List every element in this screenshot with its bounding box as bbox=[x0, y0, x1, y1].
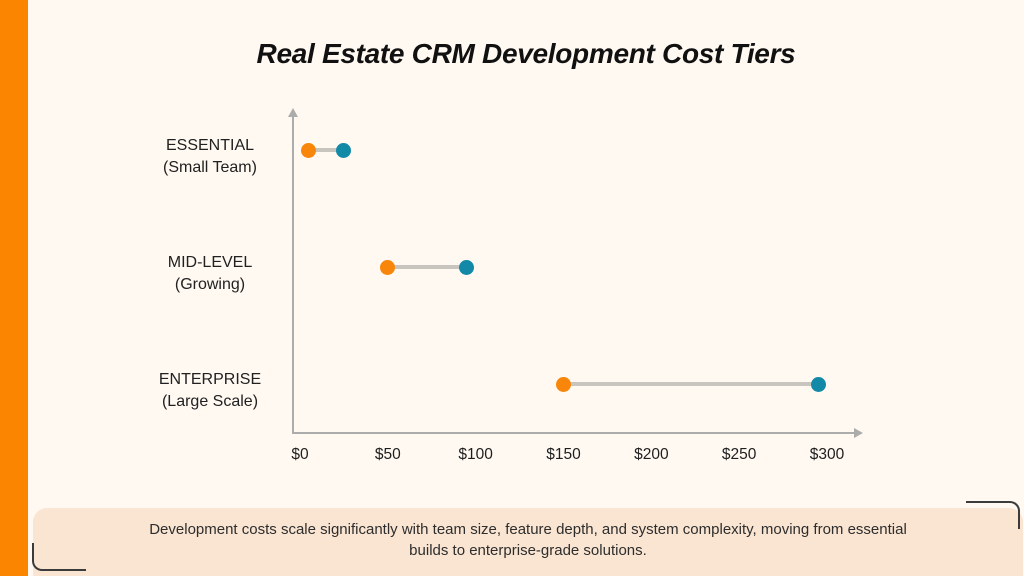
low-cost-dot bbox=[556, 376, 571, 392]
x-axis-tick-label: $150 bbox=[546, 446, 581, 463]
x-axis-tick-label: $50 bbox=[374, 446, 401, 463]
caption-corner-top-right-icon bbox=[966, 501, 1020, 529]
high-cost-dot bbox=[336, 142, 352, 158]
x-axis-tick-label: $200 bbox=[634, 446, 669, 463]
caption-box: Development costs scale significantly wi… bbox=[33, 508, 1023, 576]
x-axis-tick-label: $0 bbox=[291, 446, 309, 463]
x-axis-line bbox=[292, 432, 854, 434]
y-axis-arrow-icon bbox=[288, 108, 298, 117]
range-connector-line bbox=[563, 382, 819, 386]
x-axis-arrow-icon bbox=[854, 428, 863, 438]
x-axis-tick-label: $250 bbox=[721, 446, 757, 463]
low-cost-dot bbox=[301, 142, 317, 158]
category-label: ENTERPRISE (Large Scale) bbox=[130, 369, 290, 413]
category-tier-subtitle: (Growing) bbox=[174, 276, 246, 293]
caption-text: Development costs scale significantly wi… bbox=[149, 521, 907, 559]
high-cost-dot bbox=[459, 259, 475, 275]
x-axis-tick-label: $300 bbox=[809, 446, 845, 463]
caption-corner-bottom-left-icon bbox=[32, 543, 86, 571]
y-axis-line bbox=[292, 116, 294, 433]
category-label: ESSENTIAL (Small Team) bbox=[130, 135, 290, 179]
x-axis-tick-label: $100 bbox=[458, 446, 493, 463]
high-cost-dot bbox=[810, 376, 826, 392]
low-cost-dot bbox=[380, 259, 396, 275]
category-tier-name: MID-LEVEL bbox=[167, 254, 253, 271]
range-connector-line bbox=[308, 148, 344, 152]
chart-title: Real Estate CRM Development Cost Tiers bbox=[256, 38, 796, 69]
category-label: MID-LEVEL (Growing) bbox=[130, 252, 290, 296]
category-tier-subtitle: (Small Team) bbox=[163, 159, 257, 176]
left-accent-bar bbox=[0, 0, 28, 576]
category-tier-subtitle: (Large Scale) bbox=[161, 393, 259, 410]
range-connector-line bbox=[387, 265, 467, 269]
category-tier-name: ESSENTIAL bbox=[165, 137, 255, 154]
category-tier-name: ENTERPRISE bbox=[158, 371, 262, 388]
